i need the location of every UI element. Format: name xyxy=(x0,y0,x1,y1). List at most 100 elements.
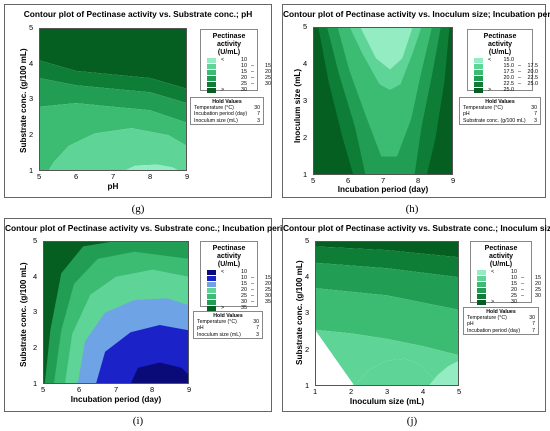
contour-plot-area xyxy=(39,28,187,171)
legend-item: 25– 30 xyxy=(201,81,271,87)
legend-value-from: 10 xyxy=(511,269,517,275)
contour-region-5 xyxy=(315,358,459,386)
legend-swatch xyxy=(207,282,216,287)
legend-item: <10 xyxy=(471,269,531,275)
legend-value-to: 22.5 xyxy=(527,75,539,81)
contour-region-3 xyxy=(315,288,459,356)
hold-value-row: pH 7 xyxy=(463,111,537,117)
legend: Pectinase activity (U/mL) <10 10–15 15–20 20–2… xyxy=(200,241,271,311)
hold-value-row: Temperature (°C) 30 xyxy=(463,105,537,111)
legend-title-line: Pectinase xyxy=(212,245,246,252)
contour-region-0 xyxy=(39,28,187,89)
x-tick-label: 7 xyxy=(111,172,116,181)
legend-swatch xyxy=(474,70,483,75)
legend-value-from: 17.5 xyxy=(503,69,515,75)
hold-value-label: Inoculum size (mL) xyxy=(197,331,241,338)
legend-title-line: (U/mL) xyxy=(489,261,513,268)
legend-value-to: 17.5 xyxy=(527,63,539,69)
legend-value-from: 10 xyxy=(241,269,247,275)
hold-value-row: Inoculum size (mL) 3 xyxy=(194,118,260,124)
legend-item: 30– 35 xyxy=(201,299,271,305)
hold-value-number: 30 xyxy=(529,315,535,322)
x-tick-label: 4 xyxy=(421,387,426,396)
panel-caption: (g) xyxy=(131,203,145,215)
hold-values-box: Hold Values Temperature (°C) 30 Incubation … xyxy=(190,97,264,125)
x-tick-label: 3 xyxy=(385,387,390,396)
legend-swatch xyxy=(207,76,216,81)
contour-region-1 xyxy=(315,246,459,278)
legend-operator: > xyxy=(491,299,495,305)
contour-plot-area xyxy=(43,241,189,384)
legend-item: 25– 30 xyxy=(471,293,541,299)
plot-frame xyxy=(43,241,189,384)
legend-title: Pectinase activity (U/mL) xyxy=(468,30,532,57)
legend-value-from: 15.0 xyxy=(503,57,515,63)
legend-swatch xyxy=(477,294,486,299)
legend-swatch xyxy=(477,282,486,287)
legend-dash: – xyxy=(251,69,254,75)
legend-value-from: 10 xyxy=(241,275,247,281)
x-tick-label: 7 xyxy=(381,176,386,185)
y-axis-label: Substrate conc. (g/100 mL) xyxy=(19,262,28,367)
y-tick-label: 4 xyxy=(305,272,310,281)
legend-value-from: 35 xyxy=(241,305,247,311)
legend-dash: – xyxy=(518,75,521,81)
hold-value-label: Inoculum size (mL) xyxy=(194,117,238,124)
legend-swatch xyxy=(207,294,216,299)
legend-value-from: 20 xyxy=(241,287,247,293)
legend: Pectinase activity (U/mL) <10 10–15 15–20 20–2… xyxy=(470,241,541,305)
y-axis-label: Substrate conc. (g/100 mL) xyxy=(295,260,304,365)
legend-title: Pectinase activity (U/mL) xyxy=(201,242,257,269)
y-tick-label: 1 xyxy=(305,381,310,390)
hold-values-box: Hold Values Temperature (°C) 30 pH 7 Inoculum… xyxy=(193,311,263,339)
legend-item: 17.5–20.0 xyxy=(468,69,538,75)
x-tick-label: 1 xyxy=(313,387,318,396)
legend: Pectinase activity (U/mL) <15.0 15.0–17.5 17.… xyxy=(467,29,538,93)
legend-operator: > xyxy=(488,87,492,93)
contour-region-6 xyxy=(428,360,459,386)
hold-value-row: Incubation period (day) 7 xyxy=(194,111,260,117)
legend-item: <15.0 xyxy=(468,57,532,63)
legend-value-to: 30 xyxy=(265,81,271,87)
contour-region-5 xyxy=(360,27,413,70)
chart-title: Contour plot of Pectinase activity vs. S… xyxy=(23,9,253,19)
y-axis-label: Substrate conc. (g/100 mL) xyxy=(19,48,28,153)
legend-swatch xyxy=(207,82,216,87)
contour-region-5 xyxy=(124,164,180,171)
hold-value-number: 30 xyxy=(531,105,537,112)
legend-item: 15.0–17.5 xyxy=(468,63,538,69)
legend-value-to: 30 xyxy=(265,293,271,299)
legend-dash: – xyxy=(251,299,254,305)
legend-value-to: 25.0 xyxy=(527,81,539,87)
hold-value-label: Substrate conc. (g/100 mL) xyxy=(463,117,526,124)
legend-dash: – xyxy=(521,281,524,287)
hold-value-row: Temperature (°C) 30 xyxy=(467,315,535,321)
legend-value-to: 25 xyxy=(265,75,271,81)
hold-value-label: Incubation period (day) xyxy=(194,111,248,118)
plot-frame xyxy=(39,28,187,171)
panel-i: Contour plot of Pectinase activity vs. S… xyxy=(4,218,293,412)
legend-item: <10 xyxy=(201,57,257,63)
legend-title-line: (U/mL) xyxy=(488,49,512,56)
y-tick-label: 5 xyxy=(33,236,38,245)
contour-svg xyxy=(43,241,189,384)
legend-title-line: Pectinase xyxy=(483,33,517,40)
legend-operator: < xyxy=(221,57,225,63)
legend-dash: – xyxy=(518,81,521,87)
contour-svg xyxy=(315,241,459,386)
y-axis-label: Inoculum size (mL) xyxy=(293,68,302,143)
legend-swatch xyxy=(474,76,483,81)
y-tick-label: 2 xyxy=(303,133,308,142)
legend-swatch xyxy=(207,288,216,293)
legend-operator: > xyxy=(221,305,225,311)
x-tick-label: 6 xyxy=(74,172,79,181)
x-tick-label: 8 xyxy=(150,385,155,394)
legend-title: Pectinase activity (U/mL) xyxy=(201,30,257,57)
hold-value-label: Temperature (°C) xyxy=(463,105,503,112)
legend-value-from: 25 xyxy=(511,293,517,299)
legend-swatch xyxy=(207,70,216,75)
x-tick-label: 5 xyxy=(311,176,316,185)
hold-value-row: pH 7 xyxy=(467,321,535,327)
legend-item: 10– 15 xyxy=(201,63,271,69)
legend-dash: – xyxy=(521,287,524,293)
